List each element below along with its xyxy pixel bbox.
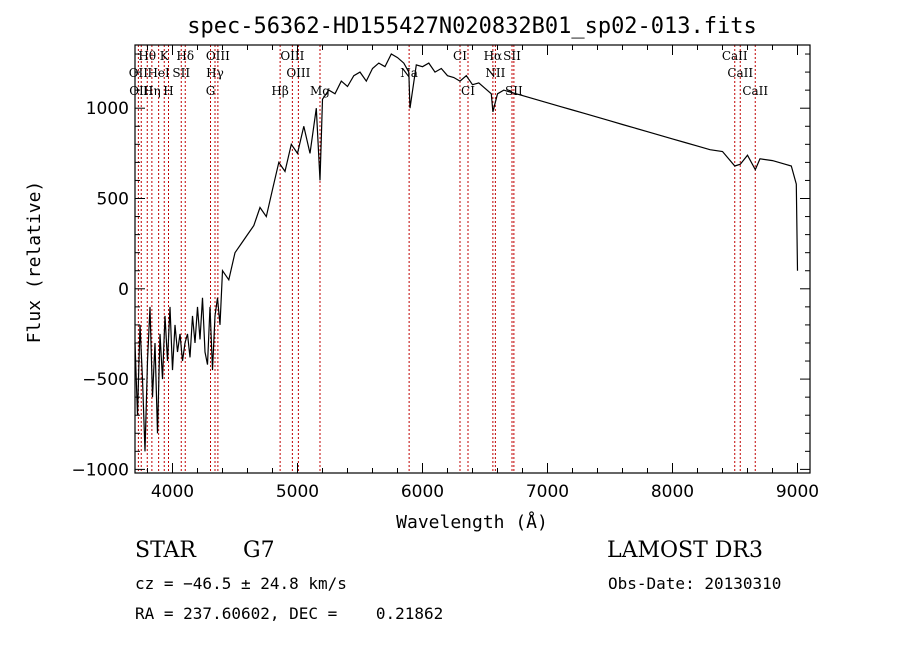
line-label-9: Hα [484, 49, 503, 63]
line-label-3: OIII [206, 49, 230, 63]
spectral-line-markers [137, 45, 756, 473]
line-label-14: HeI [147, 66, 170, 80]
line-label-4: OIII [280, 49, 304, 63]
line-label-1: K [160, 49, 170, 63]
line-label-23: CaII [722, 49, 748, 63]
x-tick-label-7000: 7000 [526, 482, 569, 502]
line-label-15: SII [172, 66, 190, 80]
line-label-7: CI [453, 49, 467, 63]
y-tick-label-500: 500 [97, 190, 129, 210]
line-label-5: Mg [310, 84, 330, 98]
y-axis-label: Flux (relative) [24, 181, 45, 344]
line-label-19: Hη [143, 84, 161, 98]
line-label-10: NII [485, 66, 505, 80]
x-axis-ticks: 4000 5000 6000 7000 8000 9000 [147, 45, 819, 502]
line-label-16: Hγ [206, 66, 224, 80]
line-label-17: OIII [286, 66, 310, 80]
line-label-11: SII [503, 49, 521, 63]
object-subclass: G7 [243, 538, 275, 563]
redshift-cz: cz = −46.5 ± 24.8 km/s [135, 574, 347, 593]
observation-date: Obs-Date: 20130310 [608, 574, 782, 593]
plot-frame [134, 44, 811, 474]
x-tick-label-6000: 6000 [401, 482, 444, 502]
x-tick-label-9000: 9000 [776, 482, 819, 502]
survey-name: LAMOST DR3 [607, 538, 763, 563]
line-label-20: H [163, 84, 173, 98]
y-tick-label-1000: 1000 [86, 99, 129, 119]
object-class: STAR [135, 538, 196, 563]
y-axis-ticks: −1000 −500 0 500 1000 [71, 53, 810, 480]
x-tick-label-4000: 4000 [151, 482, 194, 502]
x-tick-label-5000: 5000 [276, 482, 319, 502]
y-tick-label-0: 0 [118, 280, 129, 300]
line-label-13: OII [129, 66, 149, 80]
coordinates: RA = 237.60602, DEC = 0.21862 [135, 604, 444, 623]
flux-series-line [134, 53, 799, 452]
chart-title: spec-56362-HD155427N020832B01_sp02-013.f… [187, 14, 757, 39]
line-label-0: Hθ [138, 49, 156, 63]
x-tick-label-8000: 8000 [651, 482, 694, 502]
x-axis-label: Wavelength (Å) [396, 511, 548, 533]
line-label-24: CaII [727, 66, 753, 80]
y-tick-label--1000: −1000 [71, 460, 129, 480]
y-tick-label--500: −500 [82, 370, 129, 390]
line-label-22: Hβ [271, 84, 288, 98]
line-label-2: Hδ [176, 49, 194, 63]
line-label-8: CI [461, 84, 475, 98]
line-label-25: CaII [742, 84, 768, 98]
line-label-21: G [206, 84, 216, 98]
